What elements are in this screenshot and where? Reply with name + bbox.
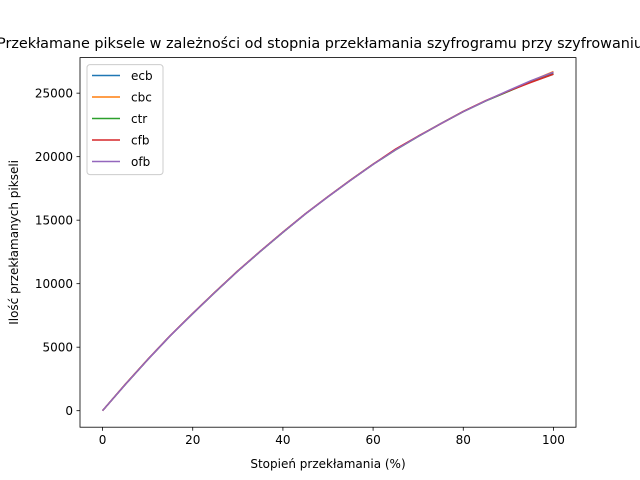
legend-label-ctr: ctr	[131, 112, 147, 126]
plot-frame	[79, 57, 577, 428]
x-tick-label: 40	[275, 433, 290, 447]
x-axis-label: Stopień przekłamania (%)	[250, 457, 405, 471]
x-tick-label: 100	[542, 433, 565, 447]
legend-label-ecb: ecb	[131, 69, 153, 83]
axes-layer: 0 20 40 60 80 100 0 5000 10000 15000 20000 25000	[35, 86, 565, 447]
series-layer	[101, 70, 554, 412]
y-tick-label: 25000	[35, 86, 73, 100]
series-line-ofb	[101, 71, 554, 412]
legend: ecb cbc ctr cfb ofb	[86, 64, 164, 176]
y-tick-label: 0	[65, 404, 73, 418]
legend-label-cfb: cfb	[131, 133, 149, 147]
chart-title: Przekłamane piksele w zależności od stop…	[0, 36, 640, 52]
legend-label-cbc: cbc	[131, 90, 152, 104]
y-axis-label: Ilość przekłamanych pikseli	[7, 160, 21, 325]
y-tick-label: 20000	[35, 150, 73, 164]
legend-label-ofb: ofb	[131, 155, 150, 169]
legend-entries: ecb cbc ctr cfb ofb	[92, 69, 153, 169]
x-tick-label: 80	[456, 433, 471, 447]
y-tick-label: 5000	[42, 340, 73, 354]
x-tick-label: 60	[365, 433, 380, 447]
y-tick-label: 10000	[35, 277, 73, 291]
y-tick-label: 15000	[35, 213, 73, 227]
x-tick-label: 20	[185, 433, 200, 447]
x-tick-label: 0	[99, 433, 107, 447]
legend-box	[86, 64, 164, 176]
